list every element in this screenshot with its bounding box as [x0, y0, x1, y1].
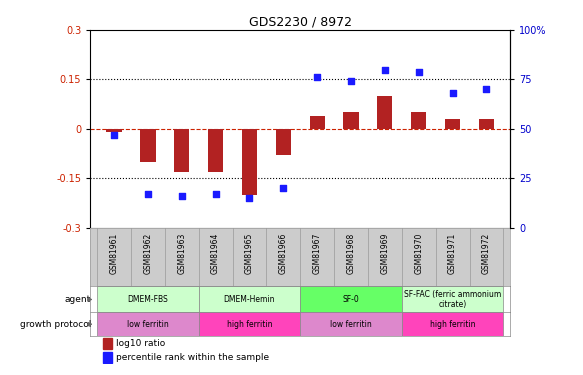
Bar — [199, 312, 300, 336]
Point — [380, 66, 389, 72]
Bar — [411, 112, 426, 129]
Bar — [377, 96, 392, 129]
Point — [414, 69, 423, 75]
Bar — [97, 312, 199, 336]
Bar — [103, 338, 112, 349]
Point — [143, 191, 153, 197]
Text: SF-0: SF-0 — [343, 295, 359, 304]
Bar — [174, 129, 189, 172]
Bar — [103, 352, 112, 363]
Bar — [141, 129, 156, 162]
Bar — [208, 129, 223, 172]
Bar — [343, 112, 359, 129]
Text: GSM81972: GSM81972 — [482, 232, 491, 274]
Text: DMEM-Hemin: DMEM-Hemin — [224, 295, 275, 304]
Bar — [107, 129, 122, 132]
Text: low ferritin: low ferritin — [127, 320, 169, 329]
Text: log10 ratio: log10 ratio — [117, 339, 166, 348]
Text: GSM81968: GSM81968 — [346, 232, 356, 274]
Text: agent: agent — [65, 295, 91, 304]
Text: GSM81962: GSM81962 — [143, 232, 152, 274]
Text: GSM81961: GSM81961 — [110, 232, 118, 274]
Text: percentile rank within the sample: percentile rank within the sample — [117, 353, 269, 362]
Text: GSM81963: GSM81963 — [177, 232, 186, 274]
Text: growth protocol: growth protocol — [20, 320, 91, 329]
Point — [245, 195, 254, 201]
Bar — [300, 312, 402, 336]
Text: GSM81966: GSM81966 — [279, 232, 288, 274]
Bar — [199, 286, 300, 312]
Text: high ferritin: high ferritin — [227, 320, 272, 329]
Bar — [300, 286, 402, 312]
Point — [211, 191, 220, 197]
Text: GSM81967: GSM81967 — [312, 232, 322, 274]
Text: SF-FAC (ferric ammonium
citrate): SF-FAC (ferric ammonium citrate) — [404, 290, 501, 309]
Point — [448, 90, 457, 96]
Text: GSM81965: GSM81965 — [245, 232, 254, 274]
Text: high ferritin: high ferritin — [430, 320, 475, 329]
Title: GDS2230 / 8972: GDS2230 / 8972 — [249, 16, 352, 29]
Text: GSM81969: GSM81969 — [380, 232, 389, 274]
Text: low ferritin: low ferritin — [330, 320, 372, 329]
Point — [482, 86, 491, 92]
Point — [110, 132, 119, 138]
Text: GSM81970: GSM81970 — [415, 232, 423, 274]
Point — [312, 75, 322, 81]
Bar — [310, 116, 325, 129]
Bar — [402, 312, 503, 336]
Point — [279, 185, 288, 191]
Point — [346, 78, 356, 84]
Text: GSM81964: GSM81964 — [211, 232, 220, 274]
Bar — [402, 286, 503, 312]
Bar — [97, 286, 199, 312]
Bar — [445, 119, 460, 129]
Bar — [479, 119, 494, 129]
Bar — [276, 129, 291, 155]
Text: GSM81971: GSM81971 — [448, 232, 457, 274]
Point — [177, 193, 187, 199]
Text: DMEM-FBS: DMEM-FBS — [128, 295, 168, 304]
Bar — [242, 129, 257, 195]
